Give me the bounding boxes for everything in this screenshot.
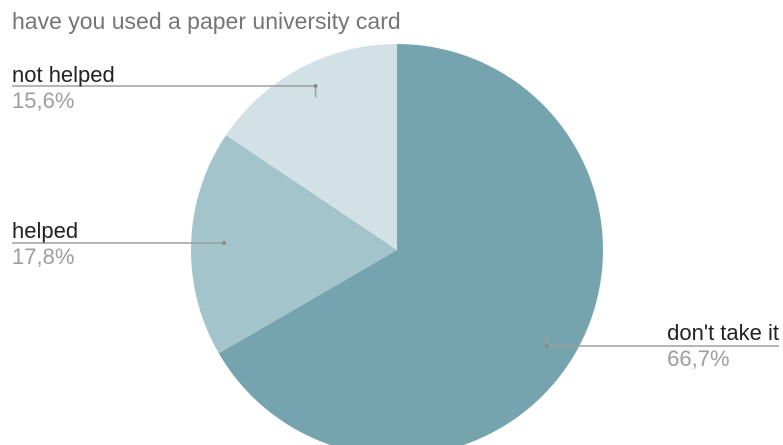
pie-slice-helped — [190, 135, 397, 354]
slice-percent: 66,7% — [667, 346, 730, 371]
pie-slice-dont-take-it — [218, 44, 603, 445]
leader-dot-helped — [222, 241, 227, 245]
leader-dot-not-helped — [313, 84, 318, 88]
slice-percent: 15,6% — [12, 88, 75, 113]
pie-slices — [190, 44, 603, 445]
slice-name: helped — [12, 218, 79, 243]
chart-title: have you used a paper university card — [12, 8, 401, 34]
slice-label-helped: helped 17,8% — [12, 218, 78, 270]
slice-name: don't take it — [667, 320, 779, 345]
leader-dot-dont-take-it — [544, 344, 549, 348]
slice-percent: 17,8% — [12, 244, 75, 269]
pie-slice-not-helped — [226, 44, 397, 250]
slice-label-dont-take-it: don't take it 66,7% — [667, 320, 779, 372]
slice-name: not helped — [12, 62, 115, 87]
slice-label-not-helped: not helped 15,6% — [12, 62, 115, 114]
leader-lines — [12, 84, 779, 348]
